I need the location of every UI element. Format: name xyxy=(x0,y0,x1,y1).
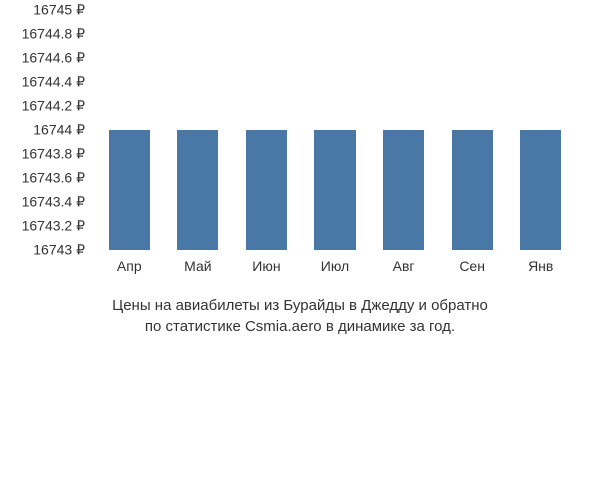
bar xyxy=(177,130,218,250)
x-tick-label: Май xyxy=(184,258,211,274)
bar xyxy=(383,130,424,250)
y-tick-label: 16744.8 ₽ xyxy=(22,26,85,43)
x-tick-label: Апр xyxy=(117,258,142,274)
x-tick-label: Июл xyxy=(321,258,349,274)
y-tick-label: 16744.2 ₽ xyxy=(22,98,85,115)
chart-caption: Цены на авиабилеты из Бурайды в Джедду и… xyxy=(30,295,570,337)
bar xyxy=(109,130,150,250)
plot-area xyxy=(95,10,575,250)
x-tick-label: Янв xyxy=(528,258,553,274)
y-axis: 16745 ₽16744.8 ₽16744.6 ₽16744.4 ₽16744.… xyxy=(0,10,90,250)
y-tick-label: 16743.4 ₽ xyxy=(22,194,85,211)
y-tick-label: 16745 ₽ xyxy=(33,2,85,19)
y-tick-label: 16744.6 ₽ xyxy=(22,50,85,67)
y-tick-label: 16743 ₽ xyxy=(33,242,85,259)
caption-line-1: Цены на авиабилеты из Бурайды в Джедду и… xyxy=(112,297,488,314)
y-tick-label: 16744.4 ₽ xyxy=(22,74,85,91)
y-tick-label: 16743.2 ₽ xyxy=(22,218,85,235)
x-tick-label: Авг xyxy=(393,258,415,274)
y-tick-label: 16744 ₽ xyxy=(33,122,85,139)
bars-group xyxy=(95,10,575,250)
caption-line-2: по статистике Csmia.aero в динамике за г… xyxy=(145,318,455,335)
y-tick-label: 16743.8 ₽ xyxy=(22,146,85,163)
price-chart: 16745 ₽ 16744.8 ₽ 16744.6 ₽ 16744.4 ₽ 16744.… xyxy=(0,0,600,500)
y-tick-label: 16743.6 ₽ xyxy=(22,170,85,187)
bar xyxy=(246,130,287,250)
bar xyxy=(314,130,355,250)
x-tick-label: Июн xyxy=(252,258,280,274)
x-axis: Апр Май Июн Июл Авг Сен Янв xyxy=(95,258,575,280)
bar xyxy=(520,130,561,250)
bar xyxy=(452,130,493,250)
x-tick-label: Сен xyxy=(459,258,485,274)
